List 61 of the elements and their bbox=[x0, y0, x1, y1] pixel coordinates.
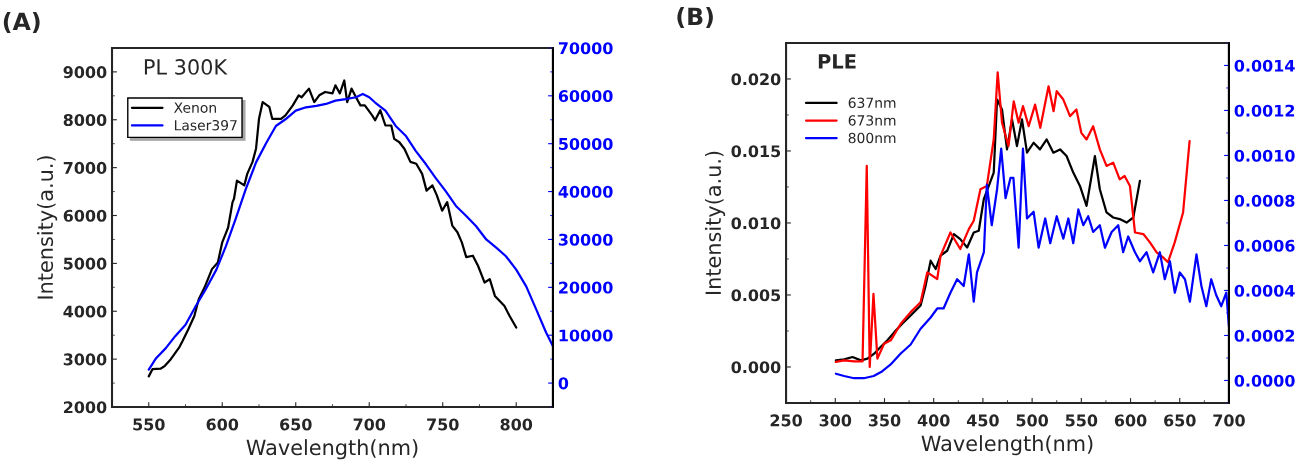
legend-label: Laser397 bbox=[174, 119, 237, 131]
y2-tick-label: 0.0008 bbox=[1234, 194, 1295, 207]
y-tick-label: 0.005 bbox=[731, 289, 781, 302]
y2-tick-label: 0.0014 bbox=[1234, 59, 1295, 72]
y-tick-label: 9000 bbox=[63, 66, 107, 79]
x-tick-label: 650 bbox=[1164, 414, 1196, 427]
legend-label: 673nm bbox=[848, 115, 896, 126]
y2-tick-label: 60000 bbox=[558, 90, 613, 103]
legend-label: 637nm bbox=[848, 97, 896, 109]
y-tick-label: 3000 bbox=[63, 353, 107, 366]
y2-tick-label: 0.0002 bbox=[1234, 329, 1295, 342]
x-tick-label: 250 bbox=[770, 414, 802, 427]
y2-tick-label: 0.0004 bbox=[1234, 284, 1295, 297]
y-tick-label: 5000 bbox=[63, 257, 107, 270]
y-tick-label: 0.020 bbox=[731, 73, 781, 86]
y2-tick-label: 0.0012 bbox=[1234, 104, 1295, 117]
y2-tick-label: 30000 bbox=[558, 233, 613, 246]
x-tick-label: 350 bbox=[868, 414, 901, 427]
legend-label: 800nm bbox=[848, 132, 896, 144]
x-tick-label: 600 bbox=[206, 418, 239, 431]
x-tick-label: 700 bbox=[1213, 414, 1245, 427]
x-tick-label: 600 bbox=[1114, 414, 1147, 427]
y-tick-label: 6000 bbox=[63, 209, 107, 222]
y-axis-title: Intensity(a.u.) bbox=[704, 151, 726, 294]
y2-tick-label: 70000 bbox=[558, 42, 613, 55]
line-series bbox=[834, 147, 1229, 380]
annotation: PLE bbox=[818, 54, 856, 69]
y-tick-label: 7000 bbox=[63, 161, 107, 174]
legend-label: Xenon bbox=[174, 102, 216, 113]
chart-title: (A) bbox=[3, 12, 40, 34]
y-tick-label: 0.010 bbox=[731, 217, 781, 230]
x-axis-title: Wavelength(nm) bbox=[921, 435, 1093, 456]
x-tick-label: 500 bbox=[1016, 414, 1049, 427]
y2-tick-label: 40000 bbox=[558, 185, 613, 198]
y2-tick-label: 0.0010 bbox=[1234, 149, 1295, 162]
x-tick-label: 550 bbox=[1065, 414, 1098, 427]
y2-tick-label: 0.0006 bbox=[1234, 239, 1295, 252]
x-tick-label: 750 bbox=[427, 418, 459, 431]
x-tick-label: 550 bbox=[133, 418, 165, 431]
y-tick-label: 0.015 bbox=[731, 145, 781, 158]
y-tick-label: 4000 bbox=[63, 305, 107, 318]
x-tick-label: 700 bbox=[353, 418, 386, 431]
line-series bbox=[834, 71, 1191, 369]
y-tick-label: 8000 bbox=[63, 113, 107, 127]
y-axis-title: Intensity(a.u.) bbox=[36, 156, 58, 299]
x-tick-label: 800 bbox=[500, 418, 533, 431]
x-tick-label: 400 bbox=[917, 414, 950, 427]
y2-tick-label: 0.0000 bbox=[1234, 374, 1295, 387]
y2-tick-label: 20000 bbox=[559, 281, 613, 294]
y2-tick-label: 50000 bbox=[559, 137, 613, 150]
x-tick-label: 650 bbox=[280, 418, 312, 431]
line-series bbox=[834, 98, 1141, 362]
x-axis-title: Wavelength(nm) bbox=[246, 439, 418, 460]
y2-tick-label: 10000 bbox=[559, 329, 613, 342]
y-tick-label: 2000 bbox=[63, 401, 107, 414]
annotation: PL 300K bbox=[144, 59, 228, 75]
x-tick-label: 450 bbox=[966, 414, 999, 427]
x-tick-label: 300 bbox=[819, 414, 852, 427]
y-tick-label: 0.000 bbox=[731, 361, 781, 374]
y2-tick-label: 0 bbox=[558, 377, 569, 390]
chart-title: (B) bbox=[677, 6, 713, 29]
